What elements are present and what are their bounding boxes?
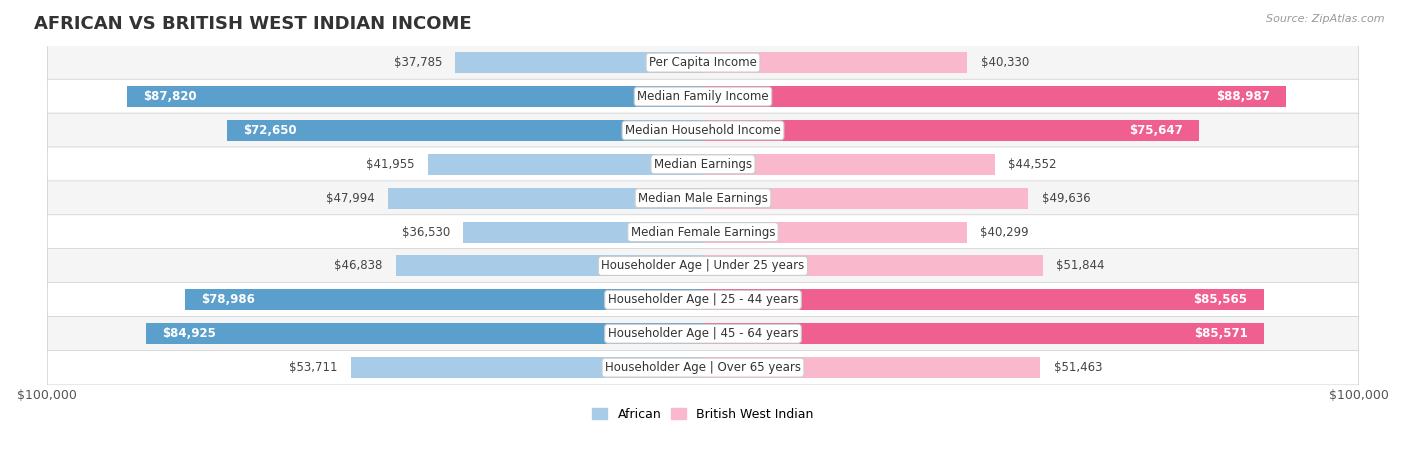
Bar (186, 290, 703, 311)
Text: $78,986: $78,986 (201, 293, 256, 306)
Bar (703, 52, 967, 73)
Text: $36,530: $36,530 (402, 226, 450, 239)
Text: Householder Age | 45 - 64 years: Householder Age | 45 - 64 years (607, 327, 799, 340)
FancyBboxPatch shape (48, 181, 1358, 215)
Text: $72,650: $72,650 (243, 124, 297, 137)
Bar (703, 323, 1264, 344)
Text: Per Capita Income: Per Capita Income (650, 56, 756, 69)
Bar (127, 86, 703, 107)
Text: Median Male Earnings: Median Male Earnings (638, 191, 768, 205)
Bar (703, 120, 1199, 141)
Bar (703, 221, 967, 242)
Text: $49,636: $49,636 (1042, 191, 1090, 205)
Bar (703, 154, 995, 175)
Text: Median Household Income: Median Household Income (626, 124, 780, 137)
Text: $37,785: $37,785 (394, 56, 441, 69)
Text: Householder Age | Under 25 years: Householder Age | Under 25 years (602, 260, 804, 272)
Bar (427, 154, 703, 175)
Bar (703, 86, 1286, 107)
Text: $40,330: $40,330 (980, 56, 1029, 69)
Text: $51,844: $51,844 (1056, 260, 1105, 272)
Text: $75,647: $75,647 (1129, 124, 1182, 137)
Text: Householder Age | Over 65 years: Householder Age | Over 65 years (605, 361, 801, 374)
Bar (703, 188, 1028, 209)
FancyBboxPatch shape (48, 350, 1358, 385)
FancyBboxPatch shape (48, 79, 1358, 114)
Text: Median Family Income: Median Family Income (637, 90, 769, 103)
Text: $84,925: $84,925 (163, 327, 217, 340)
Text: Source: ZipAtlas.com: Source: ZipAtlas.com (1267, 14, 1385, 24)
Text: $85,571: $85,571 (1194, 327, 1247, 340)
Text: $46,838: $46,838 (335, 260, 382, 272)
Text: AFRICAN VS BRITISH WEST INDIAN INCOME: AFRICAN VS BRITISH WEST INDIAN INCOME (34, 15, 472, 33)
Bar (388, 188, 703, 209)
Text: Median Female Earnings: Median Female Earnings (631, 226, 775, 239)
FancyBboxPatch shape (48, 317, 1358, 351)
Text: $88,987: $88,987 (1216, 90, 1270, 103)
Text: $87,820: $87,820 (143, 90, 197, 103)
Text: $40,299: $40,299 (980, 226, 1029, 239)
Text: $53,711: $53,711 (290, 361, 337, 374)
Text: $44,552: $44,552 (1008, 158, 1057, 171)
Text: $41,955: $41,955 (367, 158, 415, 171)
Text: Median Earnings: Median Earnings (654, 158, 752, 171)
Bar (456, 52, 703, 73)
Bar (396, 255, 703, 276)
FancyBboxPatch shape (48, 45, 1358, 80)
FancyBboxPatch shape (48, 248, 1358, 283)
Bar (146, 323, 703, 344)
FancyBboxPatch shape (48, 147, 1358, 182)
Bar (703, 290, 1264, 311)
Bar (226, 120, 703, 141)
Bar (703, 255, 1043, 276)
Legend: African, British West Indian: African, British West Indian (588, 403, 818, 426)
Text: $47,994: $47,994 (326, 191, 375, 205)
Bar (352, 357, 703, 378)
Text: $51,463: $51,463 (1053, 361, 1102, 374)
FancyBboxPatch shape (48, 215, 1358, 249)
FancyBboxPatch shape (48, 113, 1358, 148)
Text: Householder Age | 25 - 44 years: Householder Age | 25 - 44 years (607, 293, 799, 306)
FancyBboxPatch shape (48, 283, 1358, 317)
Bar (703, 357, 1040, 378)
Text: $85,565: $85,565 (1194, 293, 1247, 306)
Bar (464, 221, 703, 242)
